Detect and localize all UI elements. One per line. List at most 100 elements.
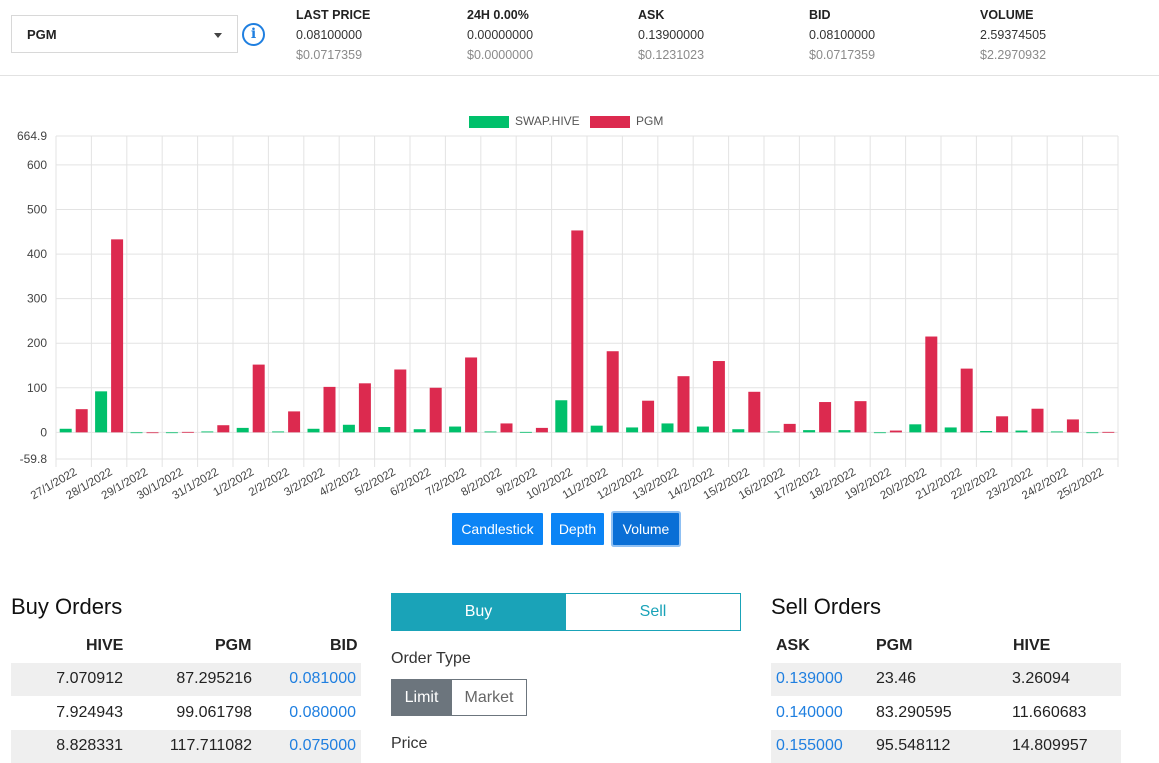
bar-pgm <box>288 411 301 433</box>
info-icon[interactable]: i <box>242 23 265 46</box>
legend-label: PGM <box>636 114 663 128</box>
buy-hive-cell: 8.828331 <box>56 737 123 754</box>
legend-swatch <box>469 116 509 128</box>
bar-swap-hive <box>272 431 285 433</box>
buy-pgm-cell: 87.295216 <box>176 670 252 687</box>
limit-button[interactable]: Limit <box>391 679 452 716</box>
bar-swap-hive <box>980 431 993 433</box>
bar-swap-hive <box>803 430 816 433</box>
bar-pgm <box>358 383 371 433</box>
bar-pgm <box>323 386 336 433</box>
table-row[interactable]: 8.828331 117.711082 0.075000 <box>11 730 361 763</box>
buy-col-pgm: PGM <box>215 637 252 654</box>
stat-value: 0.08100000 <box>296 28 363 42</box>
bar-swap-hive <box>307 428 320 433</box>
bar-pgm <box>429 387 442 433</box>
bar-pgm <box>1031 408 1044 433</box>
bar-pgm <box>535 427 548 433</box>
volume-chart: 664.96005004003002001000-59.827/1/202228… <box>17 114 1119 502</box>
bar-swap-hive <box>413 429 426 433</box>
bar-swap-hive <box>626 427 639 433</box>
sell-ask-cell[interactable]: 0.140000 <box>776 704 843 721</box>
bar-pgm <box>75 409 88 433</box>
bar-swap-hive <box>909 424 922 433</box>
y-tick-label: -59.8 <box>20 452 48 466</box>
sell-hive-cell: 14.809957 <box>1012 737 1088 754</box>
bar-swap-hive <box>590 425 603 433</box>
price-label: Price <box>391 735 428 752</box>
buy-bid-cell[interactable]: 0.081000 <box>289 670 356 687</box>
bar-swap-hive <box>342 424 355 433</box>
buy-pgm-cell: 99.061798 <box>176 704 252 721</box>
stat-label: LAST PRICE <box>296 8 371 22</box>
bar-pgm <box>571 230 584 433</box>
y-tick-label: 300 <box>27 292 47 306</box>
bar-pgm <box>111 239 124 433</box>
buy-orders-title: Buy Orders <box>11 594 123 619</box>
stat-value: 2.59374505 <box>980 28 1047 42</box>
y-tick-label: 500 <box>27 202 47 216</box>
bar-pgm <box>217 425 230 433</box>
table-row[interactable]: 7.070912 87.295216 0.081000 <box>11 663 361 696</box>
bar-swap-hive <box>696 426 709 433</box>
buy-bid-cell[interactable]: 0.075000 <box>289 737 356 754</box>
stat-label: BID <box>809 8 831 22</box>
order-type-label: Order Type <box>391 650 471 667</box>
y-tick-label: 100 <box>27 381 47 395</box>
bar-pgm <box>465 357 478 433</box>
bar-pgm <box>960 368 973 433</box>
bar-pgm <box>642 400 655 433</box>
buy-pgm-cell: 117.711082 <box>169 737 252 754</box>
bar-swap-hive <box>130 432 143 434</box>
table-row[interactable]: 7.924943 99.061798 0.080000 <box>11 697 361 730</box>
bar-pgm <box>606 351 619 433</box>
stat-usd: $0.0717359 <box>809 48 876 62</box>
bar-pgm <box>712 361 725 433</box>
sell-pgm-cell: 83.290595 <box>876 704 952 721</box>
bar-pgm <box>996 416 1009 433</box>
bar-swap-hive <box>732 429 745 433</box>
y-tick-label: 200 <box>27 336 47 350</box>
sell-hive-cell: 3.26094 <box>1012 670 1070 687</box>
bar-pgm <box>677 376 690 433</box>
bar-swap-hive <box>449 426 462 433</box>
stat-label: VOLUME <box>980 8 1034 22</box>
buy-bid-cell[interactable]: 0.080000 <box>289 704 356 721</box>
stat-value: 0.00000000 <box>467 28 534 42</box>
buy-hive-cell: 7.924943 <box>56 704 123 721</box>
stat-bid: BID 0.08100000 $0.0717359 <box>809 8 875 66</box>
bar-pgm <box>1102 431 1115 433</box>
stat-usd: $0.1231023 <box>638 48 705 62</box>
stat-usd: $2.2970932 <box>980 48 1047 62</box>
sell-ask-cell[interactable]: 0.139000 <box>776 670 843 687</box>
table-row[interactable]: 0.139000 23.46 3.26094 <box>771 663 1121 696</box>
stat-label: ASK <box>638 8 665 22</box>
sell-orders-title: Sell Orders <box>771 594 882 619</box>
bar-swap-hive <box>555 400 568 433</box>
tab-buy[interactable]: Buy <box>391 593 566 631</box>
table-row[interactable]: 0.140000 83.290595 11.660683 <box>771 697 1121 730</box>
bar-swap-hive <box>165 432 178 434</box>
buy-col-hive: HIVE <box>86 637 124 654</box>
bar-pgm <box>889 430 902 433</box>
volume-button[interactable]: Volume <box>613 513 679 545</box>
table-row[interactable]: 0.155000 95.548112 14.809957 <box>771 730 1121 763</box>
market-button[interactable]: Market <box>451 679 527 716</box>
stat-last-price: LAST PRICE 0.08100000 $0.0717359 <box>296 8 370 66</box>
bar-swap-hive <box>201 431 214 433</box>
sell-col-pgm: PGM <box>876 637 913 654</box>
depth-button[interactable]: Depth <box>551 513 604 545</box>
bar-swap-hive <box>519 431 532 433</box>
token-select[interactable]: PGM <box>11 15 238 53</box>
candlestick-button[interactable]: Candlestick <box>452 513 543 545</box>
bar-swap-hive <box>1050 431 1063 433</box>
sell-ask-cell[interactable]: 0.155000 <box>776 737 843 754</box>
bar-swap-hive <box>484 431 497 433</box>
bar-swap-hive <box>767 431 780 433</box>
tab-sell[interactable]: Sell <box>565 593 741 631</box>
stat-usd: $0.0717359 <box>296 48 363 62</box>
bar-pgm <box>394 369 407 433</box>
bar-swap-hive <box>236 427 249 433</box>
stat-24h: 24H 0.00% 0.00000000 $0.0000000 <box>467 8 533 66</box>
bar-pgm <box>819 402 832 433</box>
